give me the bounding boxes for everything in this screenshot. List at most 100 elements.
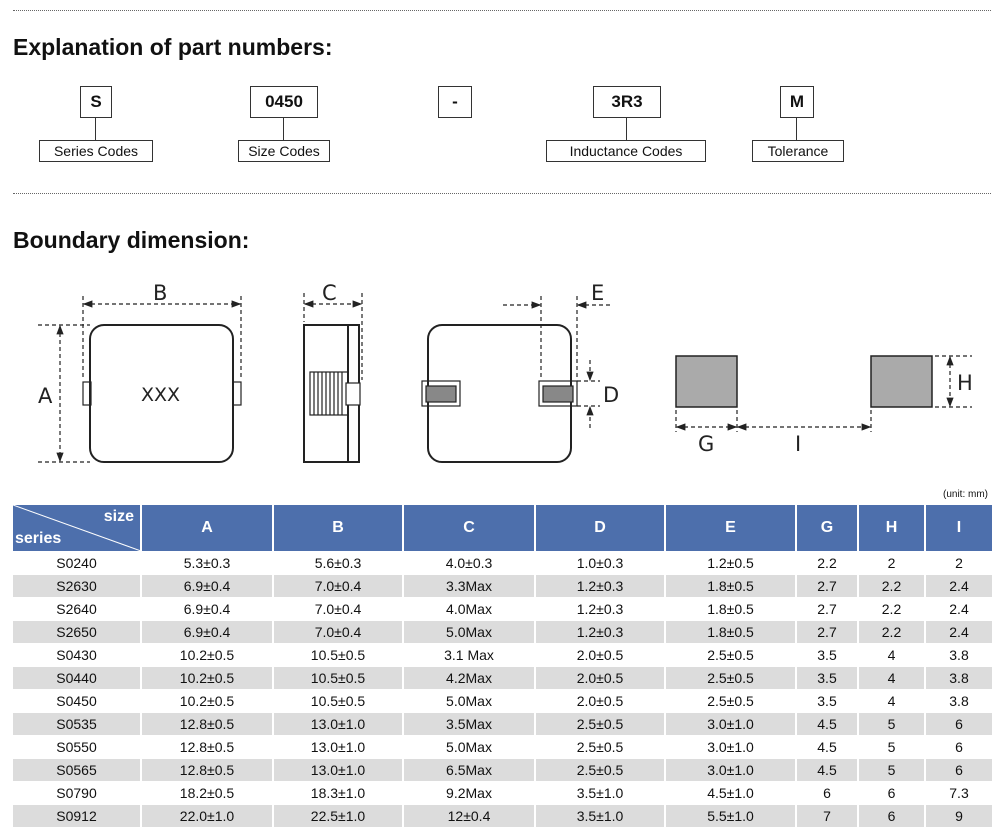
value-cell: 5	[857, 758, 925, 782]
connector	[626, 118, 627, 140]
table-row: S0430 10.2±0.5 10.5±0.5 3.1 Max 2.0±0.5 2.5±0…	[13, 643, 992, 667]
table-row: S2650 6.9±0.4 7.0±0.4 5.0Max 1.2±0.3 1.8±0.5 2…	[13, 620, 992, 644]
value-cell: 5	[857, 735, 925, 759]
value-cell: 1.2±0.3	[534, 597, 665, 621]
land-pattern	[675, 355, 972, 432]
value-cell: 3.1 Max	[402, 643, 535, 667]
table-row: S0535 12.8±0.5 13.0±1.0 3.5Max 2.5±0.5 3.0±1.…	[13, 712, 992, 736]
table-row: S0565 12.8±0.5 13.0±1.0 6.5Max 2.5±0.5 3.0±1.…	[13, 758, 992, 782]
corner-size-label: size	[103, 508, 134, 525]
value-cell: 4	[857, 666, 925, 690]
value-cell: 10.5±0.5	[272, 666, 403, 690]
value-cell: 2.2	[857, 597, 925, 621]
code-tolerance: M	[780, 86, 814, 118]
value-cell: 3.3Max	[402, 574, 535, 598]
value-cell: 5.0Max	[402, 620, 535, 644]
table-row: S0790 18.2±0.5 18.3±1.0 9.2Max 3.5±1.0 4.5±1.…	[13, 781, 992, 805]
value-cell: 6.9±0.4	[140, 574, 273, 598]
value-cell: 2.7	[795, 620, 858, 644]
divider	[13, 10, 991, 11]
value-cell: 2	[924, 551, 992, 575]
value-cell: 2.5±0.5	[534, 735, 665, 759]
value-cell: 5	[857, 712, 925, 736]
series-cell: S0550	[13, 735, 141, 759]
value-cell: 10.2±0.5	[140, 689, 273, 713]
value-cell: 4.0±0.3	[402, 551, 535, 575]
series-cell: S0565	[13, 758, 141, 782]
series-cell: S2630	[13, 574, 141, 598]
value-cell: 3.5	[795, 643, 858, 667]
value-cell: 9	[924, 804, 992, 827]
value-cell: 7.0±0.4	[272, 597, 403, 621]
value-cell: 10.5±0.5	[272, 643, 403, 667]
label-inductance: Inductance Codes	[546, 140, 706, 162]
value-cell: 1.2±0.3	[534, 620, 665, 644]
value-cell: 6	[857, 781, 925, 805]
front-view	[38, 296, 242, 463]
value-cell: 2.7	[795, 574, 858, 598]
value-cell: 4	[857, 689, 925, 713]
label-series: Series Codes	[39, 140, 153, 162]
value-cell: 2.2	[857, 574, 925, 598]
value-cell: 3.5±1.0	[534, 804, 665, 827]
column-header-h: H	[857, 505, 925, 552]
value-cell: 3.0±1.0	[664, 735, 796, 759]
value-cell: 3.0±1.0	[664, 712, 796, 736]
value-cell: 10.5±0.5	[272, 689, 403, 713]
value-cell: 1.8±0.5	[664, 574, 796, 598]
series-cell: S0535	[13, 712, 141, 736]
series-cell: S0440	[13, 666, 141, 690]
value-cell: 2.5±0.5	[534, 758, 665, 782]
value-cell: 2.2	[795, 551, 858, 575]
value-cell: 13.0±1.0	[272, 758, 403, 782]
value-cell: 4.5	[795, 758, 858, 782]
value-cell: 10.2±0.5	[140, 666, 273, 690]
value-cell: 3.8	[924, 666, 992, 690]
value-cell: 4.0Max	[402, 597, 535, 621]
value-cell: 3.5	[795, 666, 858, 690]
column-header-b: B	[272, 505, 403, 552]
value-cell: 12.8±0.5	[140, 712, 273, 736]
value-cell: 13.0±1.0	[272, 735, 403, 759]
value-cell: 3.5	[795, 689, 858, 713]
value-cell: 6	[857, 804, 925, 827]
column-header-g: G	[795, 505, 858, 552]
value-cell: 2.7	[795, 597, 858, 621]
column-header-d: D	[534, 505, 665, 552]
dim-label-c: C	[322, 281, 337, 305]
value-cell: 3.8	[924, 643, 992, 667]
label-size: Size Codes	[238, 140, 330, 162]
value-cell: 12.8±0.5	[140, 758, 273, 782]
bottom-view	[421, 296, 610, 463]
table-row: S0450 10.2±0.5 10.5±0.5 5.0Max 2.0±0.5 2.5±0.…	[13, 689, 992, 713]
value-cell: 2.4	[924, 597, 992, 621]
value-cell: 2.5±0.5	[534, 712, 665, 736]
dim-label-g: G	[698, 432, 714, 456]
boundary-diagram: B A XXX C E D H G I	[38, 281, 973, 463]
value-cell: 2.0±0.5	[534, 643, 665, 667]
table-row: S2630 6.9±0.4 7.0±0.4 3.3Max 1.2±0.3 1.8±0.5 2…	[13, 574, 992, 598]
code-dash: -	[438, 86, 472, 118]
connector	[95, 118, 96, 140]
side-view	[303, 293, 363, 463]
value-cell: 1.2±0.5	[664, 551, 796, 575]
corner-series-label: series	[15, 530, 62, 547]
section-title-boundary: Boundary dimension:	[13, 227, 250, 253]
value-cell: 4.5±1.0	[664, 781, 796, 805]
value-cell: 5.5±1.0	[664, 804, 796, 827]
value-cell: 4	[857, 643, 925, 667]
value-cell: 3.5±1.0	[534, 781, 665, 805]
value-cell: 2.5±0.5	[664, 643, 796, 667]
column-header-c: C	[402, 505, 535, 552]
value-cell: 10.2±0.5	[140, 643, 273, 667]
value-cell: 5.3±0.3	[140, 551, 273, 575]
table-row: S2640 6.9±0.4 7.0±0.4 4.0Max 1.2±0.3 1.8±0.5 2…	[13, 597, 992, 621]
table-row: S0912 22.0±1.0 22.5±1.0 12±0.4 3.5±1.0 5.5±1.…	[13, 804, 992, 827]
value-cell: 12.8±0.5	[140, 735, 273, 759]
value-cell: 18.2±0.5	[140, 781, 273, 805]
value-cell: 18.3±1.0	[272, 781, 403, 805]
value-cell: 7.0±0.4	[272, 574, 403, 598]
series-cell: S2650	[13, 620, 141, 644]
value-cell: 2.2	[857, 620, 925, 644]
